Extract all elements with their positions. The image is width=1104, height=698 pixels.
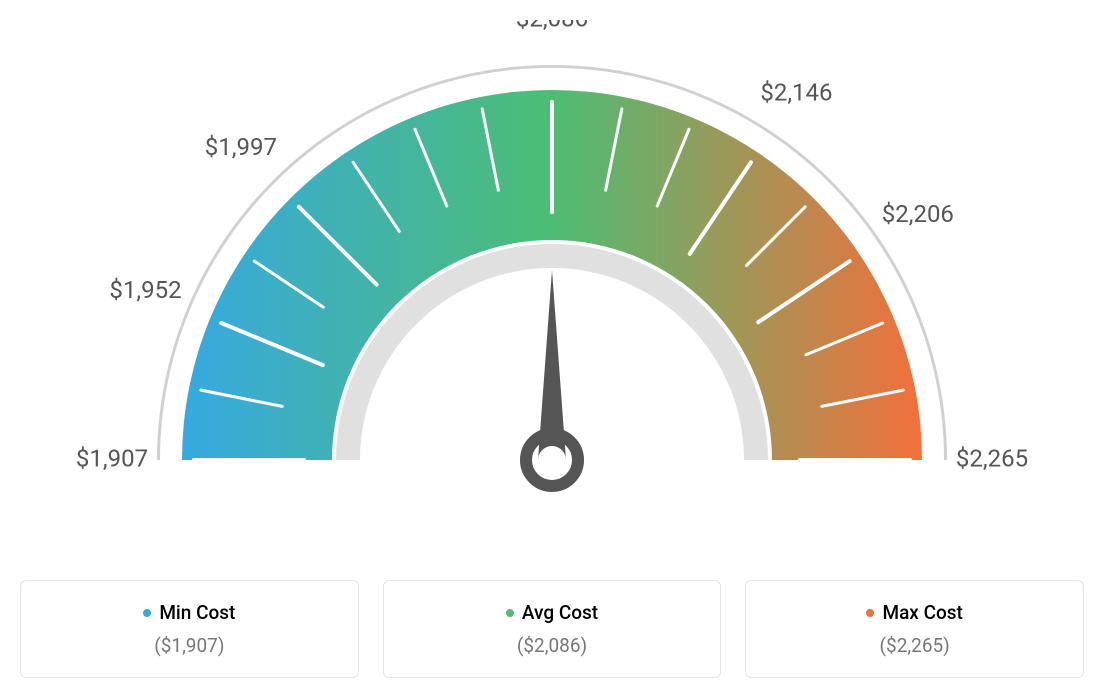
- svg-text:$2,206: $2,206: [882, 200, 954, 228]
- svg-text:$2,265: $2,265: [956, 444, 1028, 472]
- legend-label-avg: Avg Cost: [522, 601, 598, 624]
- svg-text:$2,146: $2,146: [760, 78, 832, 106]
- legend-title-max: Max Cost: [762, 601, 1067, 624]
- legend-title-min: Min Cost: [37, 601, 342, 624]
- legend-value-min: ($1,907): [37, 634, 342, 657]
- legend-card-max: Max Cost ($2,265): [745, 580, 1084, 678]
- svg-text:$1,952: $1,952: [109, 276, 181, 304]
- legend-dot-min: [143, 609, 151, 617]
- legend-card-min: Min Cost ($1,907): [20, 580, 359, 678]
- svg-text:$1,997: $1,997: [205, 133, 277, 161]
- gauge-svg: $1,907 $1,952 $1,997 $2,086 $2,146 $2,206 $2,2…: [52, 20, 1052, 540]
- gauge-chart: $1,907 $1,952 $1,997 $2,086 $2,146 $2,206 $2,2…: [20, 20, 1084, 540]
- legend-label-max: Max Cost: [882, 601, 962, 624]
- legend-row: Min Cost ($1,907) Avg Cost ($2,086) Max …: [20, 580, 1084, 678]
- legend-card-avg: Avg Cost ($2,086): [383, 580, 722, 678]
- svg-text:$2,086: $2,086: [516, 20, 588, 32]
- legend-label-min: Min Cost: [159, 601, 235, 624]
- legend-value-max: ($2,265): [762, 634, 1067, 657]
- legend-dot-avg: [506, 609, 514, 617]
- cost-gauge-container: $1,907 $1,952 $1,997 $2,086 $2,146 $2,206 $2,2…: [20, 20, 1084, 678]
- svg-text:$1,907: $1,907: [76, 444, 148, 472]
- legend-title-avg: Avg Cost: [400, 601, 705, 624]
- legend-dot-max: [866, 609, 874, 617]
- legend-value-avg: ($2,086): [400, 634, 705, 657]
